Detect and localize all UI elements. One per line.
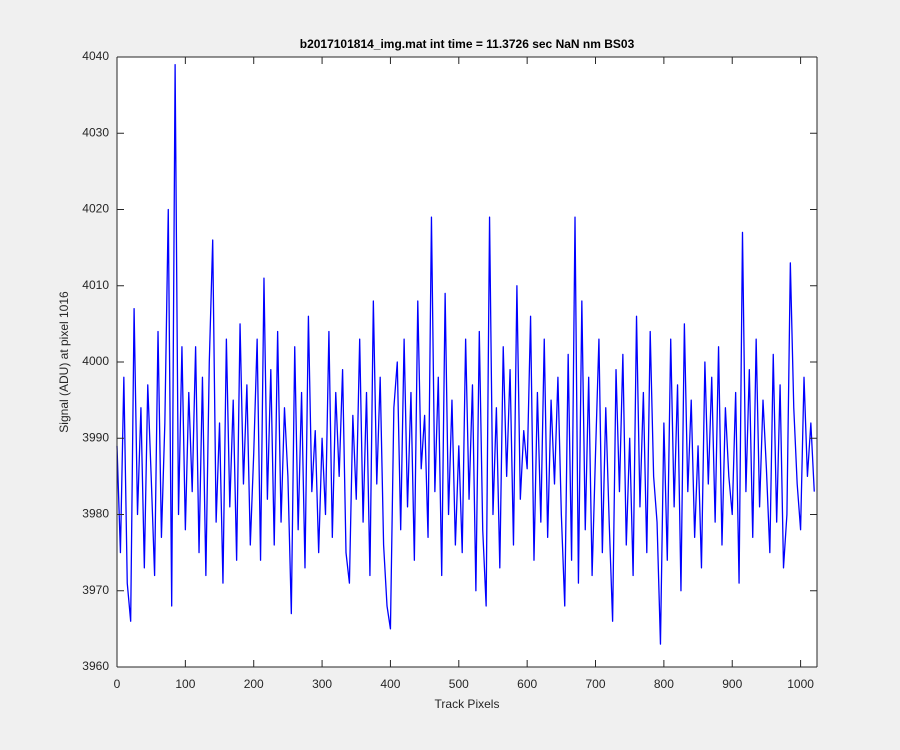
x-tick-label: 800: [654, 677, 674, 691]
x-tick-label: 900: [722, 677, 742, 691]
y-tick-label: 3970: [82, 583, 109, 597]
y-tick-label: 4030: [82, 125, 109, 139]
x-tick-label: 0: [114, 677, 121, 691]
x-tick-label: 1000: [787, 677, 814, 691]
y-tick-label: 3990: [82, 430, 109, 444]
x-tick-label: 100: [175, 677, 195, 691]
data-line: [116, 63, 815, 645]
x-tick-label: 400: [380, 677, 400, 691]
plot-area: [117, 57, 817, 667]
x-tick-label: 600: [517, 677, 537, 691]
y-tick-label: 3960: [82, 659, 109, 673]
y-tick-label: 4000: [82, 354, 109, 368]
x-tick-label: 300: [312, 677, 332, 691]
x-tick-label: 500: [449, 677, 469, 691]
x-tick-label: 700: [586, 677, 606, 691]
x-tick-label: 200: [244, 677, 264, 691]
y-tick-label: 4010: [82, 278, 109, 292]
y-axis-label: Signal (ADU) at pixel 1016: [57, 291, 71, 433]
y-tick-label: 4040: [82, 49, 109, 63]
chart-title: b2017101814_img.mat int time = 11.3726 s…: [300, 37, 635, 51]
x-axis-label: Track Pixels: [435, 697, 500, 711]
y-tick-label: 4020: [82, 202, 109, 216]
y-tick-label: 3980: [82, 507, 109, 521]
